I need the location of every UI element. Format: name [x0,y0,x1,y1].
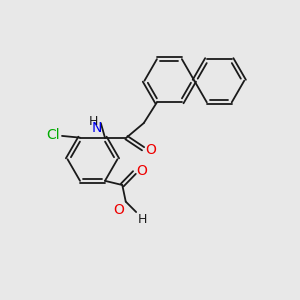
Text: Cl: Cl [46,128,60,142]
Text: H: H [89,115,98,128]
Text: O: O [136,164,147,178]
Text: O: O [146,143,156,157]
Text: N: N [92,121,102,135]
Text: H: H [138,213,148,226]
Text: O: O [113,203,124,217]
